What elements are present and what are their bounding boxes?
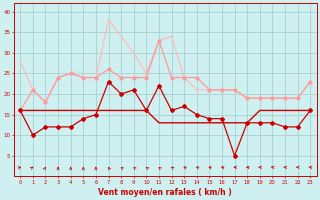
X-axis label: Vent moyen/en rafales ( km/h ): Vent moyen/en rafales ( km/h ) [98, 188, 232, 197]
